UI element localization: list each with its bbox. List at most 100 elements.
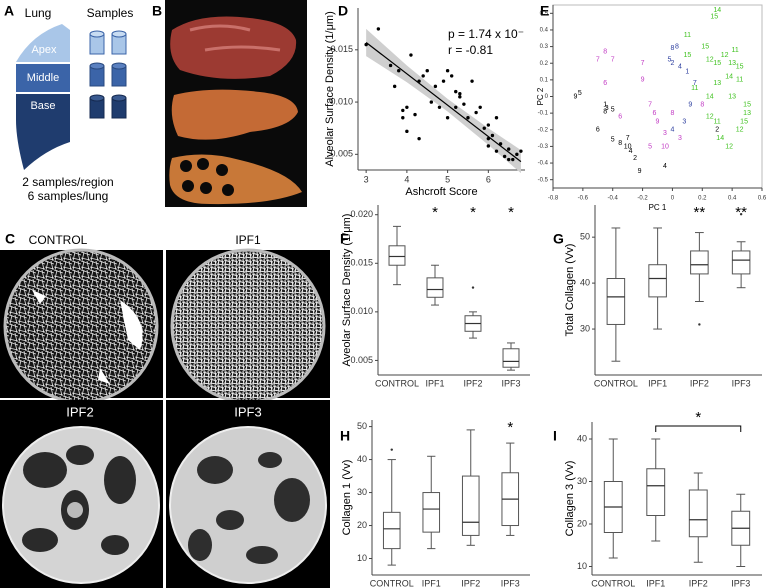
point (421, 74, 425, 78)
panel-label: I (553, 428, 557, 444)
pca-point: 2 (715, 127, 719, 134)
box (606, 278, 626, 325)
y-axis-label: Alveolar Surface Density (1/μm) (324, 11, 336, 167)
pca-point: 13 (743, 110, 751, 117)
point (474, 110, 478, 115)
image-label: IPF3 (234, 404, 261, 419)
pca-point: 10 (661, 143, 669, 150)
pca-point: 3 (663, 130, 667, 137)
image-label: IPF1 (235, 233, 261, 247)
x-tick-label: IPF3 (732, 378, 751, 388)
core-holes (180, 158, 234, 196)
y-tick-label: 0.010 (350, 306, 373, 316)
point (494, 149, 499, 153)
x-tick-label: 5 (445, 174, 450, 184)
pca-point: 12 (736, 127, 744, 134)
panel-label: G (553, 231, 564, 247)
box (382, 511, 401, 550)
point (458, 95, 462, 99)
y-tick-label: 20 (357, 520, 367, 530)
pca-point: 8 (675, 43, 679, 50)
y-tick-label: 0.010 (330, 96, 353, 106)
panel-label: H (340, 428, 350, 444)
pca-point: 8 (670, 110, 674, 117)
pca-point: 7 (693, 80, 697, 87)
panel-label: F (340, 231, 349, 247)
lung-apex (16, 24, 70, 62)
x-tick-label: -0.8 (548, 196, 559, 202)
pca-point: 9 (573, 93, 577, 100)
point (413, 112, 417, 117)
x-tick-label: IPF1 (648, 378, 667, 388)
point (392, 84, 397, 89)
point (405, 129, 409, 134)
point (515, 152, 519, 157)
point (470, 79, 474, 83)
significance: ** (735, 204, 747, 221)
pca-point: 13 (728, 60, 736, 67)
panel-label: D (338, 3, 348, 19)
pca-point: 3 (605, 105, 609, 112)
pca-point: 5 (611, 137, 615, 144)
region-label: Base (30, 100, 55, 112)
y-tick-label: 30 (577, 476, 587, 486)
outlier (390, 448, 393, 451)
panel-label: E (540, 3, 549, 19)
point (417, 79, 421, 83)
x-tick-label: IPF3 (501, 378, 520, 388)
lung-base (16, 94, 70, 170)
pca-point: 12 (725, 143, 733, 150)
point (511, 157, 515, 162)
pca-point: 7 (596, 57, 600, 64)
image-label: IPF2 (66, 404, 93, 419)
point (445, 69, 450, 73)
y-tick-label: 0.020 (350, 209, 373, 219)
x-tick-label: -0.6 (578, 196, 589, 202)
pca-point: 12 (721, 52, 729, 59)
y-tick-label: -0.5 (538, 177, 549, 183)
y-tick-label: 30 (580, 323, 590, 333)
pca-point: 15 (743, 102, 751, 109)
y-tick-label: 50 (357, 421, 367, 431)
point (507, 157, 511, 162)
x-tick-label: 0.2 (698, 196, 707, 202)
x-tick-label: 0.6 (758, 196, 767, 202)
pca-point: 11 (684, 32, 691, 39)
pca-point: 5 (611, 107, 615, 114)
point (478, 105, 482, 109)
pca-point: 5 (578, 90, 582, 97)
y-tick-label: -0.3 (538, 144, 549, 150)
pca-point: 14 (713, 7, 721, 14)
pca-point: 8 (618, 140, 622, 147)
ct-detail (22, 445, 136, 555)
slice-photo (171, 89, 298, 140)
point (486, 123, 491, 127)
point (494, 116, 499, 120)
pca-point: 15 (683, 52, 691, 59)
significance: * (470, 204, 476, 221)
point (376, 27, 381, 31)
outlier (471, 286, 475, 289)
y-tick-label: -0.2 (538, 127, 549, 133)
pca-point: 7 (611, 57, 615, 64)
y-tick-label: 40 (357, 454, 367, 464)
point (429, 100, 434, 104)
point (445, 116, 450, 120)
x-tick-label: 4 (404, 174, 409, 184)
x-tick-label: -0.4 (608, 196, 619, 202)
box (461, 475, 480, 536)
x-tick-label: 3 (364, 174, 369, 184)
point (486, 144, 491, 148)
image-label: CONTROL (29, 233, 88, 247)
y-tick-label: 10 (357, 553, 367, 563)
y-tick-label: 0.015 (330, 44, 353, 54)
point (401, 116, 405, 120)
region-label: Apex (31, 44, 57, 56)
bracket (655, 425, 742, 432)
point (462, 102, 466, 106)
pca-point: 4 (663, 163, 667, 170)
pca-point: 8 (603, 48, 607, 55)
